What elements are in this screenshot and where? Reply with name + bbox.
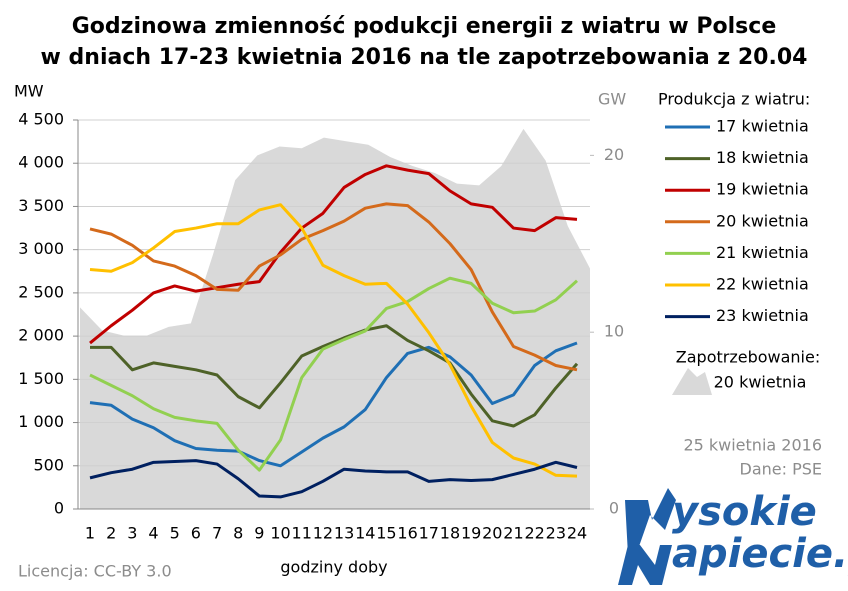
x-tick-label: 10: [270, 524, 290, 543]
y-tick-label: 4 000: [18, 153, 64, 172]
x-tick-label: 21: [503, 524, 523, 543]
legend-label: 18 kwietnia: [716, 148, 809, 167]
x-tick-label: 17: [419, 524, 439, 543]
x-tick-label: 6: [191, 524, 201, 543]
y2-axis-label: GW: [598, 90, 626, 109]
x-tick-label: 23: [546, 524, 566, 543]
x-tick-label: 8: [233, 524, 243, 543]
y2-tick-label: 0: [609, 499, 619, 518]
chart-subtitle: w dniach 17-23 kwietnia 2016 na tle zapo…: [41, 45, 808, 70]
series-line: [89, 164, 578, 345]
x-tick-label: 9: [254, 524, 264, 543]
legend-label: 23 kwietnia: [716, 306, 809, 325]
x-tick-label: 7: [212, 524, 222, 543]
legend-area-swatch: [672, 368, 712, 395]
legend-label: 21 kwietnia: [716, 243, 809, 262]
y-tick-label: 2 500: [18, 282, 64, 301]
y2-tick-label: 20: [604, 145, 624, 164]
x-tick-label: 2: [106, 524, 116, 543]
y2-tick-label: 10: [604, 322, 624, 341]
y-tick-label: 500: [33, 455, 64, 474]
y-tick-label: 1 500: [18, 369, 64, 388]
legend-label: 19 kwietnia: [716, 180, 809, 199]
x-tick-label: 18: [440, 524, 460, 543]
legend-area-name: Zapotrzebowanie:: [676, 348, 820, 367]
logo-n: [618, 545, 672, 585]
x-tick-label: 12: [313, 524, 333, 543]
legend-title: Produkcja z wiatru:: [658, 90, 810, 109]
x-tick-label: 24: [567, 524, 587, 543]
source: Dane: PSE: [740, 460, 823, 479]
x-tick-label: 4: [148, 524, 158, 543]
y-tick-label: 0: [54, 499, 64, 518]
logo-text: ysokie: [672, 489, 817, 535]
x-axis-label: godziny doby: [280, 558, 387, 577]
y-tick-label: 4 500: [18, 110, 64, 129]
y-tick-label: 3 500: [18, 196, 64, 215]
legend-area-name: 20 kwietnia: [714, 373, 807, 392]
y-axis-label: MW: [14, 82, 44, 101]
logo-text: apiecie.pl: [672, 531, 848, 577]
x-tick-label: 11: [292, 524, 312, 543]
series-line: [89, 459, 578, 499]
legend-label: 22 kwietnia: [716, 275, 809, 294]
chart-title: Godzinowa zmienność podukcji energii z w…: [72, 14, 777, 39]
legend-label: 17 kwietnia: [716, 117, 809, 136]
date: 25 kwietnia 2016: [683, 436, 822, 455]
license: Licencja: CC-BY 3.0: [18, 562, 172, 581]
series-line: [89, 202, 578, 372]
y-tick-label: 2 000: [18, 326, 64, 345]
y-tick-label: 3 000: [18, 239, 64, 258]
x-tick-label: 1: [85, 524, 95, 543]
legend-label: 20 kwietnia: [716, 211, 809, 230]
series-line: [89, 341, 578, 468]
x-tick-label: 5: [170, 524, 180, 543]
x-tick-label: 22: [524, 524, 544, 543]
x-tick-label: 15: [376, 524, 396, 543]
y-tick-label: 1 000: [18, 412, 64, 431]
demand-area: [80, 128, 590, 509]
x-tick-label: 20: [482, 524, 502, 543]
series-line: [89, 203, 578, 478]
x-tick-label: 3: [127, 524, 137, 543]
x-tick-label: 19: [461, 524, 481, 543]
series-line: [90, 324, 579, 428]
x-tick-label: 13: [334, 524, 354, 543]
logo-w: [625, 488, 676, 555]
x-tick-label: 16: [397, 524, 417, 543]
series-line: [89, 276, 579, 472]
x-tick-label: 14: [355, 524, 375, 543]
